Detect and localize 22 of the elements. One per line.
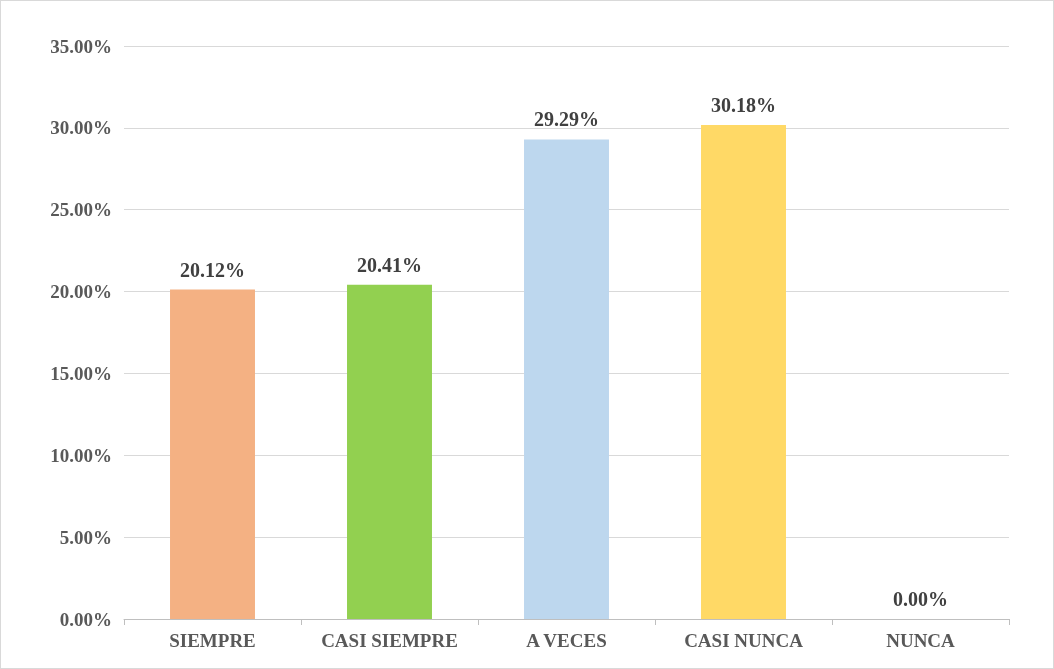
x-tick-label: A VECES [526,630,607,651]
x-tick-label: CASI NUNCA [684,630,804,651]
y-tick-label: 5.00% [59,526,112,548]
x-tick-label: SIEMPRE [169,630,256,651]
x-tick-label: NUNCA [886,630,956,651]
y-tick-label: 10.00% [50,444,112,466]
y-tick-label: 30.00% [50,117,112,139]
data-label: 20.12% [180,258,245,281]
y-tick-label: 15.00% [50,362,112,384]
bar [701,124,786,619]
y-tick-label: 35.00% [50,35,112,57]
data-label: 30.18% [711,93,776,116]
x-tick-label: CASI SIEMPRE [321,630,458,651]
bar [524,139,609,619]
y-tick-label: 25.00% [50,199,112,221]
bar [170,289,255,619]
bar [347,284,432,619]
data-label: 0.00% [893,588,948,610]
data-label: 20.41% [357,253,422,276]
y-tick-label: 20.00% [50,281,112,303]
data-label: 29.29% [534,108,599,131]
y-tick-label: 0.00% [59,608,112,630]
